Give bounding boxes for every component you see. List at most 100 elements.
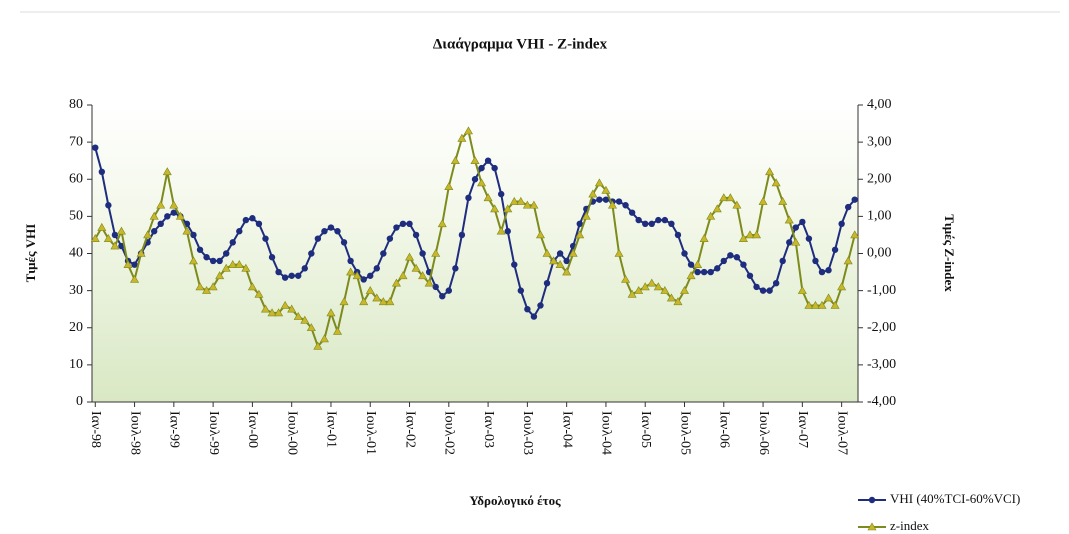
data-point [162,167,172,176]
data-point [202,286,212,294]
data-point [267,308,277,317]
data-point [293,312,303,320]
data-point [648,220,655,227]
data-point [326,308,336,317]
y2-tick-label: 4,00 [867,97,892,112]
y2-tick-label: 2,00 [867,171,892,186]
data-point [288,272,295,279]
data-point [216,257,223,265]
y-tick-label: 0 [76,394,83,409]
y-tick-label: 40 [69,246,83,261]
data-point [249,215,256,222]
data-point [188,256,198,265]
data-point [254,289,264,298]
data-point [825,267,832,274]
data-point [280,300,290,309]
chart-title: Διαάγραμμα VHI - Z-index [433,36,608,52]
data-point [385,297,395,306]
data-point [535,230,545,239]
y-axis-title: Τιμές VHI [23,224,38,283]
data-point [581,211,591,220]
y-tick-label: 50 [69,209,83,224]
data-point [830,300,840,309]
data-point [509,196,519,205]
y-tick-label: 70 [69,134,83,149]
x-tick-label: Ιουλ-05 [677,411,692,455]
data-point [386,235,394,242]
data-point [228,260,238,268]
x-tick-label: Ιαν-02 [402,411,417,448]
y2-tick-label: 0,00 [867,246,892,261]
data-point [555,260,565,268]
data-point [542,248,552,257]
data-point [327,224,335,231]
data-point [275,268,282,276]
data-point [130,274,140,283]
data-point [229,239,236,246]
y2-axis-title: Τιμές Z-index [942,214,957,292]
data-point [123,260,133,268]
data-point [365,286,375,294]
plot-area [92,105,858,402]
data-point [131,261,138,268]
data-point [150,228,158,235]
data-point [209,257,217,265]
data-point [136,248,146,257]
data-point [170,209,178,216]
data-point [149,211,159,220]
data-point [367,272,374,279]
data-point [306,323,316,332]
data-point [529,200,539,209]
data-point [712,204,722,213]
data-point [260,304,271,313]
data-point [596,196,603,203]
data-point [784,215,794,224]
data-point [444,182,454,190]
data-point [517,287,525,294]
data-point [621,274,631,283]
legend-marker [867,522,877,531]
data-point [352,271,362,280]
data-point [719,193,729,202]
data-point [504,228,511,235]
legend-label: z-index [890,518,929,533]
y-tick-label: 20 [69,320,83,335]
data-point [203,254,210,261]
data-point [635,216,642,224]
data-point [674,231,682,239]
data-point [470,156,480,164]
data-point [301,265,308,272]
data-point [103,234,113,242]
data-point [627,289,637,298]
data-point [255,220,263,227]
data-point [496,226,506,235]
data-point [615,198,623,205]
data-point [182,226,192,235]
data-point [483,193,493,202]
data-point [575,230,585,239]
data-point [458,231,466,239]
data-point [759,287,767,294]
data-point [450,156,460,164]
x-tick-label: Ιαν-99 [167,411,182,448]
data-point [274,308,284,317]
data-point [281,274,289,281]
data-point [537,302,544,309]
data-point [223,250,230,257]
data-point [655,216,662,224]
data-point [478,164,485,172]
data-point [190,231,197,239]
data-point [516,196,526,205]
x-tick-label: Ιαν-05 [638,411,653,448]
data-point [340,239,348,246]
data-point [431,248,441,257]
data-point [653,282,663,291]
data-point [771,178,781,187]
data-point [733,254,741,261]
data-point [778,196,788,205]
data-point [607,200,618,209]
x-tick-label: Ιουλ-99 [206,411,221,455]
data-point [287,304,297,313]
data-point [642,220,649,227]
